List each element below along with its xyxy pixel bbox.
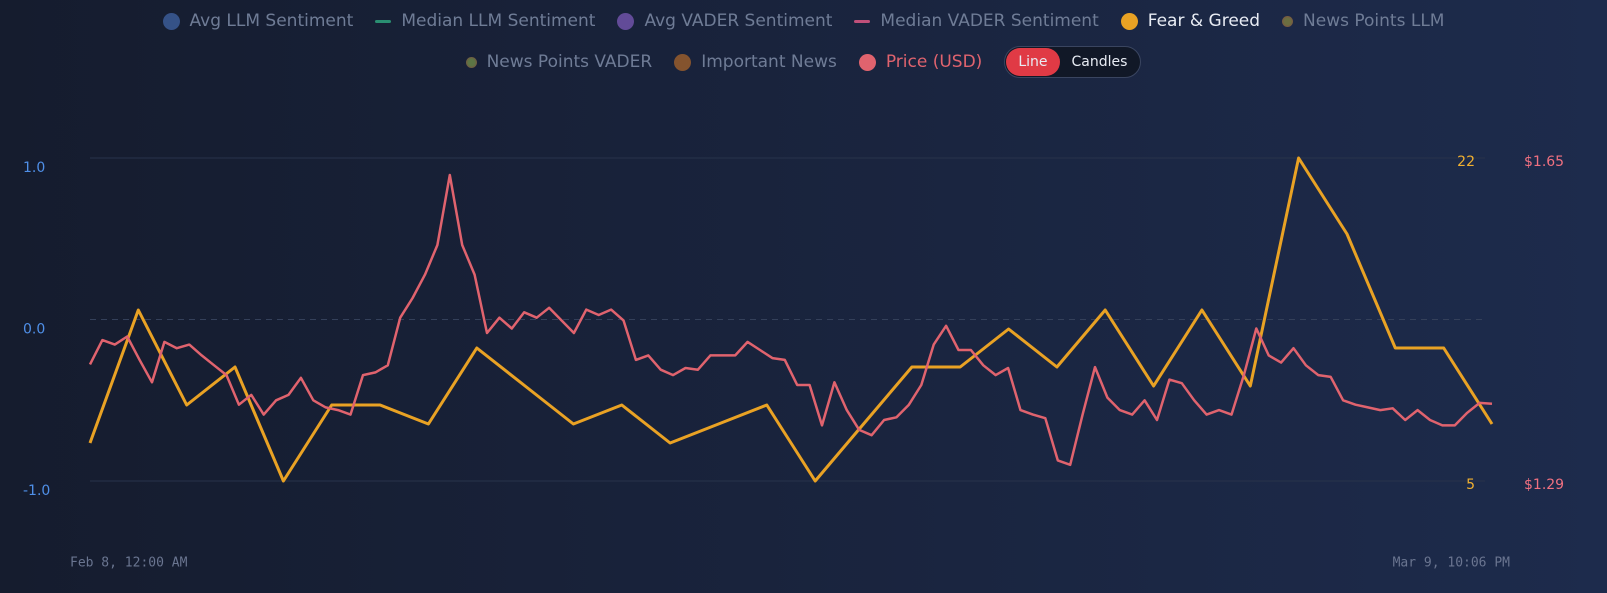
- legend-item[interactable]: News Points VADER: [465, 47, 653, 77]
- toggle-option[interactable]: Candles: [1071, 54, 1128, 70]
- legend-label: Avg LLM Sentiment: [189, 11, 354, 31]
- legend-marker: [1282, 15, 1294, 27]
- y-tick-label: 1.0: [23, 160, 45, 176]
- legend-label: Median LLM Sentiment: [401, 11, 596, 31]
- legend-item[interactable]: Avg LLM Sentiment: [162, 6, 354, 36]
- legend: Avg LLM Sentiment Median LLM Sentiment Avg…: [70, 6, 1537, 78]
- legend-label: Median VADER Sentiment: [880, 11, 1099, 31]
- legend-item[interactable]: Important News: [674, 47, 837, 77]
- y3-tick-label: $1.65: [1524, 154, 1564, 170]
- legend-item[interactable]: Fear & Greed: [1120, 6, 1261, 36]
- toggle-option[interactable]: Line: [1006, 48, 1060, 76]
- y2-tick-label: 5: [1466, 477, 1475, 493]
- y-tick-label: -1.0: [23, 483, 50, 499]
- y-tick-label: 0.0: [23, 322, 45, 338]
- legend-label: Fear & Greed: [1147, 11, 1261, 31]
- view-toggle: Line Candles: [1004, 46, 1142, 78]
- legend-marker: [1120, 12, 1138, 30]
- legend-label: Important News: [701, 52, 837, 72]
- legend-label: News Points VADER: [486, 52, 653, 72]
- legend-item[interactable]: Median VADER Sentiment: [854, 6, 1099, 36]
- x-axis-label: Mar 9, 10:06 PM: [1393, 556, 1511, 571]
- y3-tick-label: $1.29: [1524, 477, 1564, 493]
- x-axis-label: Feb 8, 12:00 AM: [70, 556, 188, 571]
- series-line: [88, 156, 1494, 483]
- legend-label: Price (USD): [885, 52, 983, 72]
- legend-marker: [375, 19, 392, 23]
- legend-marker: [617, 12, 635, 30]
- series-line: [88, 173, 1493, 467]
- legend-marker: [465, 56, 477, 68]
- legend-marker: [854, 19, 871, 23]
- legend-label: Avg VADER Sentiment: [644, 11, 833, 31]
- legend-label: News Points LLM: [1303, 11, 1445, 31]
- legend-item[interactable]: Price (USD): [858, 47, 983, 77]
- legend-marker: [674, 53, 692, 71]
- legend-item[interactable]: Avg VADER Sentiment: [617, 6, 832, 36]
- legend-item[interactable]: News Points LLM: [1282, 6, 1444, 36]
- y2-tick-label: 22: [1457, 154, 1475, 170]
- legend-item[interactable]: Median LLM Sentiment: [375, 6, 595, 36]
- legend-marker: [162, 12, 180, 30]
- legend-marker: [858, 53, 876, 71]
